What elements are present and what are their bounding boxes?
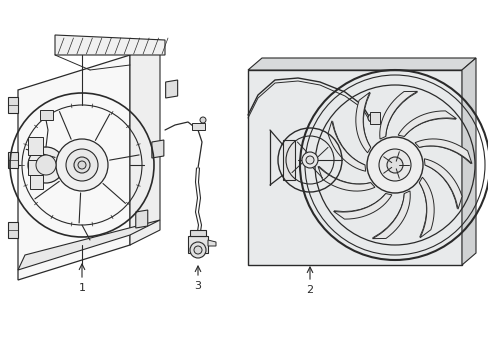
Polygon shape	[461, 58, 475, 265]
Polygon shape	[317, 166, 374, 191]
Polygon shape	[136, 210, 147, 228]
Polygon shape	[372, 191, 409, 239]
Polygon shape	[18, 55, 130, 280]
Text: 1: 1	[79, 283, 85, 293]
Polygon shape	[55, 35, 164, 55]
Polygon shape	[165, 80, 177, 98]
Circle shape	[366, 137, 422, 193]
Polygon shape	[130, 40, 160, 245]
Polygon shape	[8, 97, 18, 113]
Polygon shape	[8, 152, 18, 168]
Circle shape	[302, 152, 317, 168]
Polygon shape	[187, 236, 207, 253]
Circle shape	[305, 156, 313, 164]
Polygon shape	[18, 220, 160, 270]
Circle shape	[386, 157, 402, 173]
Circle shape	[74, 157, 90, 173]
Polygon shape	[283, 140, 294, 180]
Polygon shape	[40, 110, 53, 120]
Circle shape	[367, 114, 375, 122]
Polygon shape	[418, 177, 433, 238]
Polygon shape	[379, 91, 417, 139]
Circle shape	[28, 147, 64, 183]
Polygon shape	[28, 160, 43, 175]
Polygon shape	[8, 222, 18, 238]
Circle shape	[36, 155, 56, 175]
Circle shape	[190, 242, 205, 258]
Polygon shape	[414, 139, 471, 164]
Polygon shape	[397, 111, 456, 136]
Circle shape	[56, 139, 108, 191]
Polygon shape	[424, 159, 461, 209]
Polygon shape	[190, 230, 205, 236]
Circle shape	[200, 117, 205, 123]
Circle shape	[378, 149, 410, 181]
Polygon shape	[192, 123, 204, 130]
Polygon shape	[333, 194, 391, 219]
Polygon shape	[247, 58, 475, 70]
Text: 3: 3	[194, 281, 201, 291]
Circle shape	[194, 246, 202, 254]
Text: 2: 2	[306, 285, 313, 295]
Polygon shape	[207, 240, 216, 246]
Polygon shape	[327, 121, 365, 171]
Polygon shape	[247, 70, 461, 265]
Polygon shape	[355, 92, 370, 153]
Polygon shape	[152, 140, 163, 158]
Polygon shape	[30, 175, 43, 189]
Circle shape	[66, 149, 98, 181]
Polygon shape	[28, 137, 43, 155]
Polygon shape	[369, 112, 379, 124]
Circle shape	[78, 161, 86, 169]
